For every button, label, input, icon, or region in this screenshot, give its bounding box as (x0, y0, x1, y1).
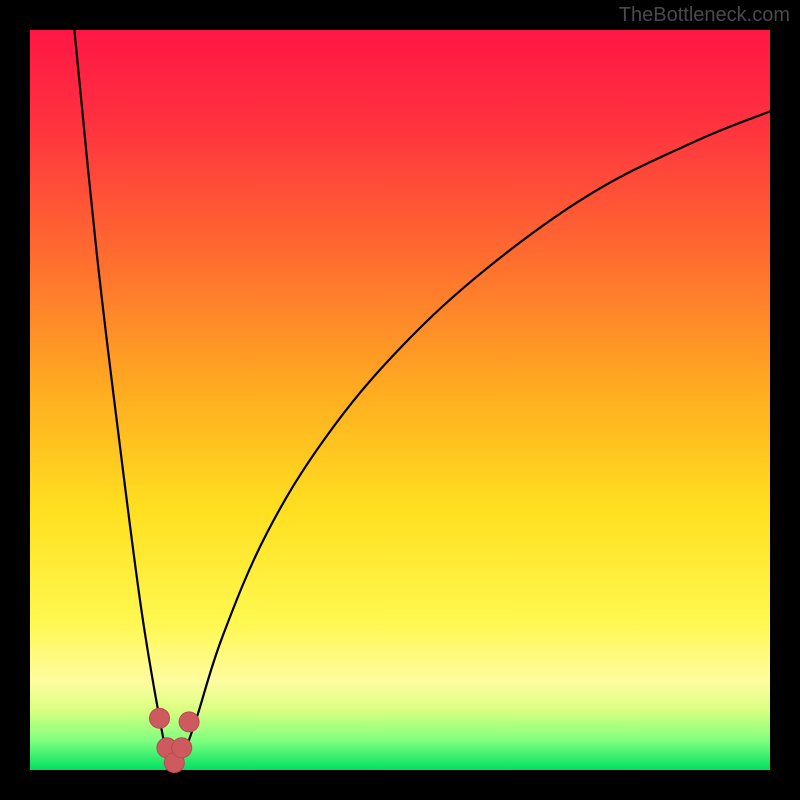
trough-marker (179, 712, 199, 732)
watermark-text: TheBottleneck.com (619, 4, 790, 27)
plot-area (30, 30, 770, 770)
trough-marker (172, 738, 192, 758)
bottleneck-chart (0, 0, 800, 800)
chart-container: TheBottleneck.com (0, 0, 800, 800)
trough-marker (150, 708, 170, 728)
